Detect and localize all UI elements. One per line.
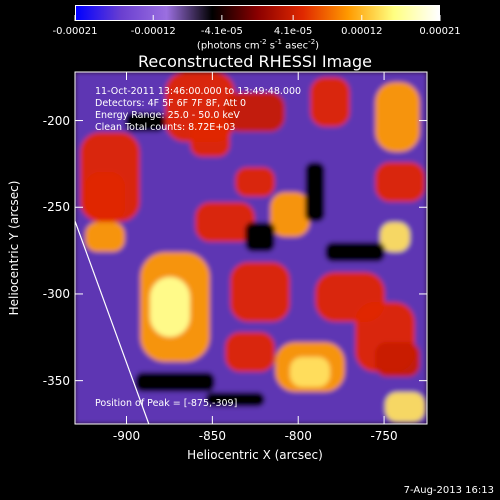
dark-region	[325, 242, 385, 262]
emission-region	[150, 277, 190, 337]
emission-region	[235, 167, 275, 197]
emission-region	[375, 342, 420, 377]
x-tick-label: -800	[284, 429, 312, 443]
emission-region	[290, 357, 330, 387]
colorbar-tick-label: -0.00021	[52, 26, 98, 37]
y-tick-label: -350	[42, 373, 70, 388]
emission-region	[375, 162, 425, 202]
x-tick-label: -850	[198, 429, 226, 443]
x-tick-label: -900	[112, 429, 141, 443]
info-peak-position: Position of Peak = [-875,-309]	[95, 398, 237, 409]
heatmap: 11-Oct-2011 13:46:00.000 to 13:49:48.000…	[75, 72, 427, 424]
emission-region	[225, 332, 275, 372]
dark-region	[135, 372, 215, 392]
x-axis-label: Heliocentric X (arcsec)	[187, 448, 323, 462]
y-tick-label: -250	[42, 200, 70, 215]
emission-region	[310, 77, 350, 127]
y-tick-label: -200	[42, 113, 70, 128]
colorbar-ticks	[74, 15, 441, 21]
colorbar-tick-label: -4.1e-05	[200, 26, 243, 37]
colorbar-tick-label: -0.00012	[130, 26, 176, 37]
colorbar	[75, 5, 440, 21]
colorbar-unit-label: (photons cm-2 s-1 asec-2)	[196, 38, 320, 52]
emission-region	[270, 192, 310, 237]
info-time-range: 11-Oct-2011 13:46:00.000 to 13:49:48.000	[95, 86, 301, 97]
image-plot: 11-Oct-2011 13:46:00.000 to 13:49:48.000…	[75, 72, 427, 424]
emission-region	[85, 172, 125, 222]
colorbar-tick-label: 4.1e-05	[273, 26, 313, 37]
emission-region	[85, 222, 125, 252]
colorbar-tick-label: 0.00012	[341, 26, 383, 37]
emission-region	[375, 82, 420, 152]
info-detectors: Detectors: 4F 5F 6F 7F 8F, Att 0	[95, 98, 246, 109]
y-tick-label: -300	[42, 286, 70, 301]
x-tick-label: -750	[370, 429, 398, 443]
date-stamp: 7-Aug-2013 16:13	[403, 485, 494, 496]
info-method: Clean Total counts: 8.72E+03	[95, 122, 235, 133]
info-energy-range: Energy Range: 25.0 - 50.0 keV	[95, 110, 240, 121]
dark-region	[245, 222, 275, 252]
emission-region	[385, 392, 425, 422]
plot-title: Reconstructed RHESSI Image	[138, 52, 372, 71]
emission-region	[230, 262, 290, 322]
dark-region	[305, 162, 325, 222]
y-axis-label: Heliocentric Y (arcsec)	[7, 180, 21, 316]
colorbar-tick-label: 0.00021	[419, 26, 461, 37]
